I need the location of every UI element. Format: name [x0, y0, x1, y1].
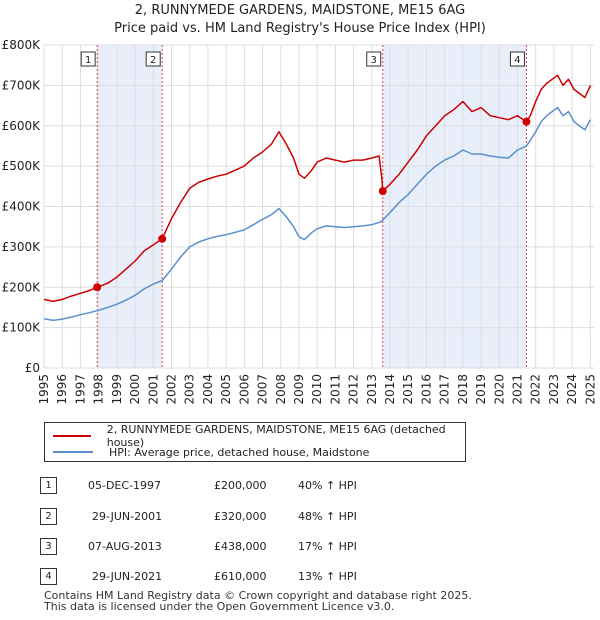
transaction-number: 2 [40, 508, 57, 525]
transaction-row: 3 07-AUG-2013 £438,000 17% ↑ HPI [40, 538, 440, 558]
x-tick-label: 2008 [274, 374, 288, 405]
x-tick-label: 2014 [383, 374, 397, 405]
y-tick-label: £0 [25, 361, 40, 375]
y-tick-label: £200K [2, 280, 42, 294]
transaction-point [378, 187, 387, 196]
transaction-hpi-change: 48% ↑ HPI [298, 510, 357, 523]
x-tick-label: 2017 [438, 374, 452, 405]
x-tick-label: 2016 [419, 374, 433, 405]
x-tick-label: 2001 [146, 374, 160, 405]
transaction-date: 29-JUN-2001 [92, 510, 163, 523]
x-tick-label: 2005 [219, 374, 233, 405]
x-tick-label: 2010 [310, 374, 324, 405]
transaction-number: 3 [40, 538, 57, 555]
legend-label-property: 2, RUNNYMEDE GARDENS, MAIDSTONE, ME15 6A… [106, 423, 446, 449]
transaction-marker-number: 3 [371, 55, 377, 66]
hpi-series-line [43, 106, 592, 322]
y-tick-label: £400K [2, 200, 42, 214]
transaction-hpi-change: 17% ↑ HPI [298, 540, 357, 553]
legend-item-hpi: HPI: Average price, detached house, Maid… [53, 444, 369, 460]
transaction-number: 4 [40, 568, 57, 585]
transaction-marker-box [80, 51, 96, 67]
transaction-marker-number: 2 [150, 55, 156, 66]
transaction-marker-box [366, 51, 382, 67]
price-chart: 1 2 3 4 £0 £100K £200K £300K £400K £500K £600K £70… [2, 3, 598, 405]
x-tick-label: 2018 [456, 374, 470, 405]
y-tick-label: £800K [2, 38, 42, 52]
x-tick-label: 1999 [110, 374, 124, 405]
transaction-price: £610,000 [214, 570, 267, 583]
transaction-marker-box [145, 51, 161, 67]
x-tick-label: 2004 [201, 374, 215, 405]
transaction-point [93, 283, 102, 292]
transaction-price: £438,000 [214, 540, 267, 553]
chart-subtitle: Price paid vs. HM Land Registry's House … [114, 21, 486, 36]
x-tick-label: 2012 [347, 374, 361, 405]
x-tick-label: 1998 [92, 374, 106, 405]
transaction-marker-number: 4 [514, 55, 520, 66]
transaction-date: 29-JUN-2021 [92, 570, 163, 583]
x-tick-label: 2011 [328, 374, 342, 405]
transaction-marker-box [509, 51, 525, 67]
transaction-row: 4 29-JUN-2021 £610,000 13% ↑ HPI [40, 568, 440, 588]
x-tick-label: 2015 [401, 374, 415, 405]
x-tick-label: 2019 [474, 374, 488, 405]
transaction-marker-number: 1 [85, 55, 91, 66]
transaction-point [158, 234, 167, 243]
x-tick-label: 2002 [164, 374, 178, 405]
y-tick-label: £100K [2, 321, 42, 335]
x-tick-label: 2022 [529, 374, 543, 405]
x-tick-label: 2025 [583, 374, 597, 405]
transaction-row: 2 29-JUN-2001 £320,000 48% ↑ HPI [40, 508, 440, 528]
chart-title: 2, RUNNYMEDE GARDENS, MAIDSTONE, ME15 6A… [135, 3, 465, 18]
y-tick-label: £700K [2, 78, 42, 92]
x-tick-label: 2000 [128, 374, 142, 405]
x-tick-label: 2020 [492, 374, 506, 405]
footer-copyright: Contains HM Land Registry data © Crown c… [44, 589, 472, 602]
y-tick-label: £300K [2, 240, 42, 254]
legend: 2, RUNNYMEDE GARDENS, MAIDSTONE, ME15 6A… [44, 422, 466, 462]
footer-licence: This data is licensed under the Open Gov… [44, 600, 395, 613]
transaction-hpi-change: 13% ↑ HPI [298, 570, 357, 583]
transaction-row: 1 05-DEC-1997 £200,000 40% ↑ HPI [40, 477, 440, 497]
transaction-number: 1 [40, 477, 57, 494]
legend-label-hpi: HPI: Average price, detached house, Maid… [109, 445, 370, 459]
x-tick-label: 2003 [183, 374, 197, 405]
legend-item-property: 2, RUNNYMEDE GARDENS, MAIDSTONE, ME15 6A… [53, 423, 465, 449]
y-tick-label: £500K [2, 159, 42, 173]
legend-swatch-property [53, 435, 91, 437]
x-tick-label: 2013 [365, 374, 379, 405]
x-tick-label: 1997 [73, 374, 87, 405]
transaction-date: 05-DEC-1997 [88, 479, 162, 492]
x-tick-label: 2007 [256, 374, 270, 405]
transaction-date: 07-AUG-2013 [88, 540, 162, 553]
transaction-hpi-change: 40% ↑ HPI [298, 479, 357, 492]
x-tick-label: 2023 [547, 374, 561, 405]
legend-swatch-hpi [53, 451, 93, 453]
x-tick-label: 1996 [55, 374, 69, 405]
x-tick-label: 1995 [37, 374, 51, 405]
y-tick-label: £600K [2, 119, 42, 133]
x-tick-label: 2021 [511, 374, 525, 405]
transaction-price: £320,000 [214, 510, 267, 523]
x-tick-label: 2024 [565, 374, 579, 405]
transaction-price: £200,000 [214, 479, 267, 492]
x-tick-label: 2009 [292, 374, 306, 405]
x-tick-label: 2006 [237, 374, 251, 405]
transaction-point [522, 117, 531, 126]
footer: Contains HM Land Registry data © Crown c… [44, 590, 472, 612]
